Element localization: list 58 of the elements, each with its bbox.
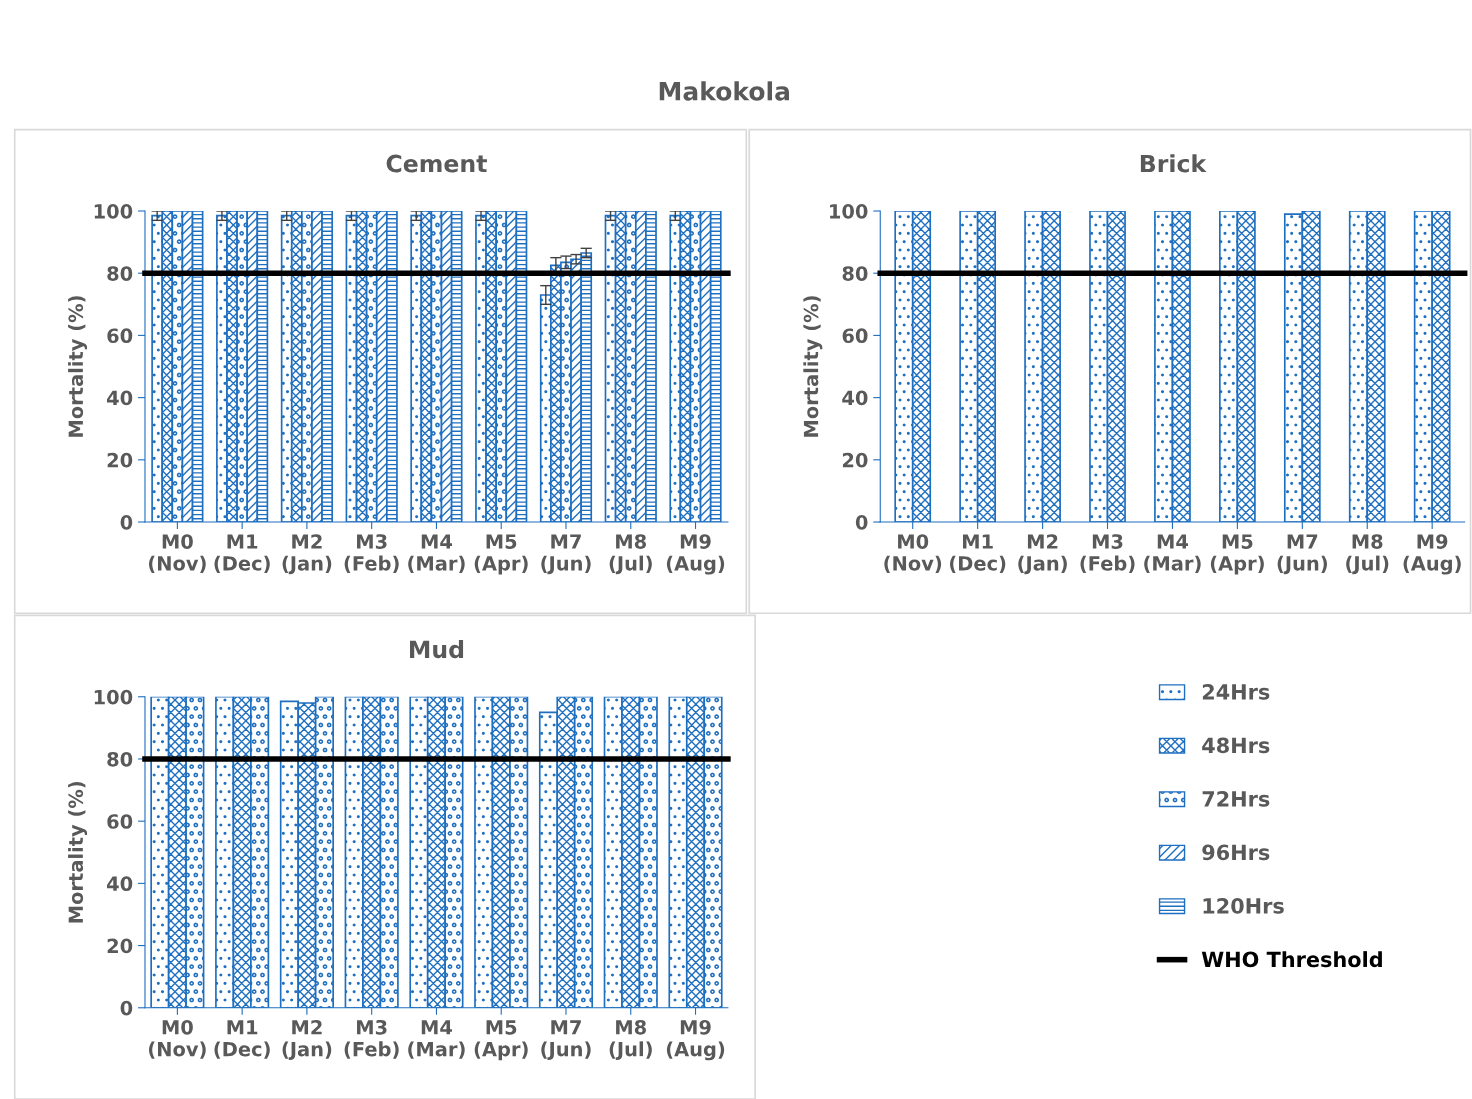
x-tick-label: M2 (Jan) [282,1019,332,1061]
y-tick-label: 40 [107,390,133,406]
x-tick-label: M2 (Jan) [1018,534,1067,575]
x-tick-label: M1 (Dec) [214,534,270,573]
y-tick-label: 40 [842,390,868,406]
y-tick-label: 80 [107,751,133,767]
legend-label: 96Hrs [1202,844,1270,861]
x-tick-label: M7 (Jun) [541,1020,591,1061]
y-tick-label: 0 [120,514,133,530]
x-tick-label: M0 (Nov) [149,534,206,573]
x-tick-label: M1 (Dec) [214,1020,270,1059]
y-tick-label: 100 [94,203,133,219]
x-tick-label: M4 (Mar) [408,1020,465,1059]
x-tick-label: M2 (Jan) [282,534,332,575]
x-tick-label: M3 (Feb) [344,1019,399,1059]
chart-title: Cement [386,154,487,173]
x-tick-label: M1 (Dec) [950,534,1006,573]
x-tick-label: M8 (Jul) [1346,534,1389,575]
x-tick-label: M5 (Apr) [474,534,528,575]
x-tick-label: M8 (Jul) [609,1019,652,1061]
x-tick-label: M9 (Aug) [1403,534,1461,575]
chart-title: Brick [1140,154,1207,173]
y-axis-title: Mortality (%) [68,296,88,437]
chart-title: Mud [410,639,464,659]
x-tick-label: M0 (Nov) [884,534,942,573]
x-tick-label: M4 (Mar) [408,534,465,573]
x-tick-label: M3 (Feb) [1080,534,1135,573]
legend-label: 24Hrs [1202,684,1270,700]
x-tick-label: M7 (Jun) [1277,534,1327,575]
x-tick-label: M9 (Aug) [666,534,725,575]
x-tick-label: M5 (Apr) [474,1020,528,1061]
y-axis-title: Mortality (%) [803,296,823,437]
y-tick-label: 100 [830,203,868,219]
y-tick-label: 60 [107,814,133,829]
y-tick-label: 0 [120,1000,133,1016]
y-tick-label: 20 [107,452,133,468]
y-tick-label: 40 [107,876,133,892]
legend-label: WHO Threshold [1201,951,1382,968]
x-tick-label: M9 (Aug) [666,1019,725,1061]
x-tick-label: M7 (Jun) [541,534,591,575]
legend-label: 48Hrs [1202,737,1270,754]
y-tick-label: 60 [842,328,868,344]
x-tick-label: M4 (Mar) [1144,534,1201,573]
y-tick-label: 80 [842,266,868,281]
y-tick-label: 60 [107,328,133,344]
x-tick-label: M3 (Feb) [344,534,399,573]
x-tick-label: M5 (Apr) [1210,534,1264,575]
text: Makokola [659,81,789,101]
x-tick-label: M0 (Nov) [149,1019,206,1059]
y-tick-label: 0 [855,514,868,530]
legend-label: 72Hrs [1202,791,1270,807]
x-tick-label: M8 (Jul) [609,534,652,575]
y-axis-title: Mortality (%) [68,781,88,923]
y-tick-label: 80 [107,266,133,281]
y-tick-label: 20 [842,452,868,468]
y-tick-label: 100 [94,689,133,705]
legend-label: 120Hrs [1203,898,1284,914]
y-tick-label: 20 [107,938,133,954]
